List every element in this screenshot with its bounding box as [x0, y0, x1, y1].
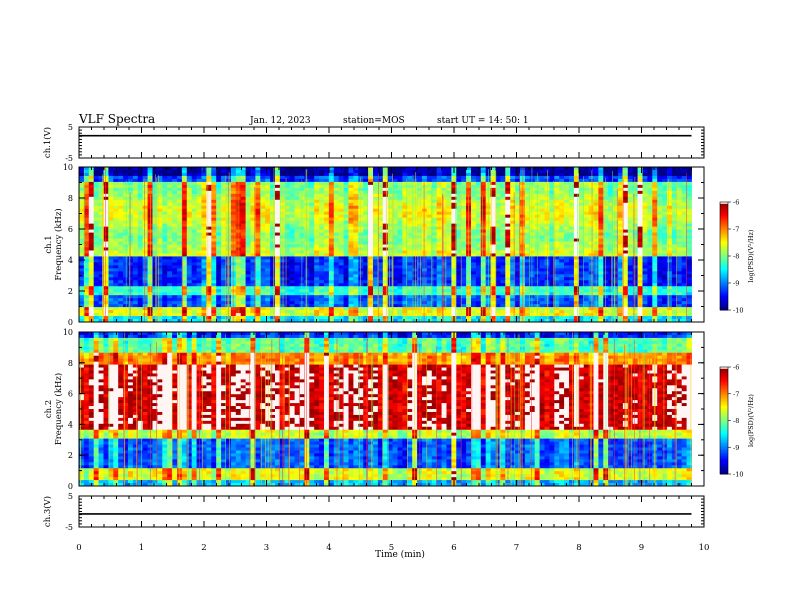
y-tick-label: -5 [65, 154, 73, 163]
ch3-waveform-panel: 5 -5 ch.3(V) [42, 492, 705, 532]
start-time-label: start UT = 14: 50: 1 [437, 116, 529, 126]
time-axis: 0 1 2 3 4 5 6 7 8 9 10 [76, 543, 709, 553]
x-tick-label: 8 [576, 543, 581, 553]
x-axis-label: Time (min) [375, 549, 425, 560]
y-tick-label: 5 [68, 123, 73, 132]
y-axis-label: ch.3(V) [42, 496, 53, 527]
y-tick-label: 4 [68, 420, 73, 429]
x-tick-label: 2 [201, 543, 206, 553]
ch1-waveform-panel: 5 -5 ch.1(V) [42, 123, 705, 163]
x-tick-label: 7 [514, 543, 519, 553]
y-tick-label: 6 [68, 225, 73, 234]
y-tick-label: 0 [68, 318, 73, 327]
date-label: Jan. 12, 2023 [249, 116, 311, 126]
colorbar-tick-label: -8 [733, 253, 739, 261]
station-label: station=MOS [343, 116, 405, 126]
ch2-spectrogram-panel: 0 2 4 6 8 10 ch.2Frequency (kHz) [44, 328, 705, 491]
y-tick-label: 8 [68, 194, 73, 203]
ch2-colorbar: -6 -7 -8 -9 -10 log(PSD)(V²/Hz) [719, 364, 755, 479]
y-tick-label: 2 [68, 287, 73, 296]
y-axis-label: ch.2Frequency (kHz) [44, 373, 64, 445]
colorbar-label: log(PSD)(V²/Hz) [747, 394, 755, 447]
y-tick-label: 5 [68, 492, 73, 501]
spectrogram-image [79, 332, 692, 487]
colorbar-tick-label: -8 [733, 417, 739, 425]
colorbar-tick-label: -6 [733, 199, 739, 207]
y-axis-label: ch.1Frequency (kHz) [44, 208, 64, 280]
colorbar-tick-label: -7 [733, 390, 739, 398]
spectrogram-image [79, 167, 692, 323]
y-tick-label: -5 [65, 523, 73, 532]
x-tick-label: 9 [639, 543, 644, 553]
y-axis-label: ch.1(V) [42, 127, 53, 158]
colorbar-tick-label: -9 [733, 444, 739, 452]
colorbar-label: log(PSD)(V²/Hz) [747, 229, 755, 282]
x-tick-label: 6 [451, 543, 456, 553]
y-tick-label: 8 [68, 359, 73, 368]
colorbar-tick-label: -7 [733, 226, 739, 234]
y-tick-label: 4 [68, 256, 73, 265]
colorbar-tick-label: -6 [733, 364, 739, 372]
x-tick-label: 0 [76, 543, 81, 553]
x-tick-label: 3 [264, 543, 269, 553]
colorbar-tick-label: -9 [733, 280, 739, 288]
figure-title: VLF Spectra [78, 112, 155, 126]
y-tick-label: 10 [63, 163, 73, 172]
colorbar-tick-label: -10 [733, 471, 743, 479]
y-tick-label: 0 [68, 482, 73, 491]
x-tick-label: 10 [699, 543, 710, 553]
ch1-colorbar: -6 -7 -8 -9 -10 log(PSD)(V²/Hz) [719, 199, 755, 315]
colorbar-tick-label: -10 [733, 307, 743, 315]
y-tick-label: 10 [63, 328, 73, 337]
ch1-spectrogram-panel: 0 2 4 6 8 10 ch.1Frequency (kHz) [44, 163, 705, 327]
y-tick-label: 6 [68, 390, 73, 399]
y-tick-label: 2 [68, 451, 73, 460]
x-tick-label: 4 [326, 543, 331, 553]
x-tick-label: 1 [139, 543, 144, 553]
x-tick-label: 5 [389, 543, 394, 553]
